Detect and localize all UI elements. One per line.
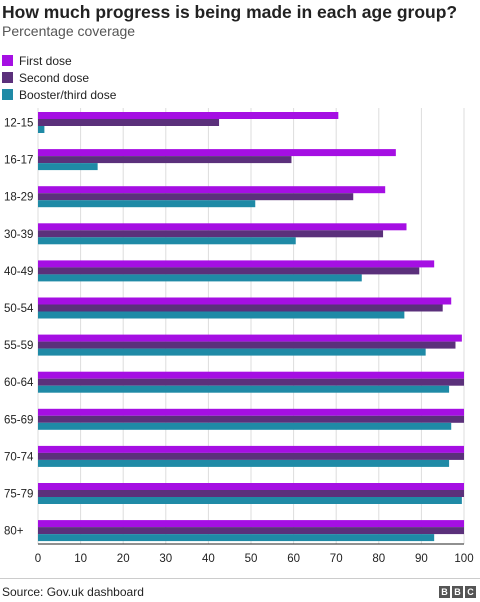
y-category-label-30-39: 30-39 bbox=[4, 229, 33, 241]
legend-swatch-second-dose bbox=[2, 72, 13, 83]
bar-80+-booster-third-dose bbox=[38, 534, 435, 542]
chart-subtitle: Percentage coverage bbox=[2, 23, 136, 39]
bar-16-17-first-dose bbox=[38, 149, 396, 157]
bar-30-39-first-dose bbox=[38, 223, 407, 231]
bar-18-29-second-dose bbox=[38, 193, 354, 201]
x-tick-label-50: 50 bbox=[245, 553, 258, 565]
x-tick-label-0: 0 bbox=[35, 553, 41, 565]
bar-60-64-booster-third-dose bbox=[38, 385, 450, 393]
bar-60-64-second-dose bbox=[38, 378, 464, 386]
bar-50-54-second-dose bbox=[38, 304, 443, 312]
x-tick-label-40: 40 bbox=[202, 553, 215, 565]
y-category-label-40-49: 40-49 bbox=[4, 266, 33, 278]
x-tick-label-10: 10 bbox=[74, 553, 87, 565]
bar-55-59-booster-third-dose bbox=[38, 348, 426, 356]
y-category-label-55-59: 55-59 bbox=[4, 340, 33, 352]
legend-item-first-dose: First dose bbox=[2, 52, 116, 69]
bar-18-29-first-dose bbox=[38, 186, 386, 194]
bar-18-29-booster-third-dose bbox=[38, 200, 256, 208]
bar-65-69-booster-third-dose bbox=[38, 422, 452, 430]
bar-65-69-first-dose bbox=[38, 408, 464, 416]
bar-70-74-booster-third-dose bbox=[38, 459, 450, 467]
bar-40-49-booster-third-dose bbox=[38, 274, 362, 282]
y-category-label-18-29: 18-29 bbox=[4, 192, 33, 204]
y-category-label-12-15: 12-15 bbox=[4, 118, 33, 130]
bar-70-74-second-dose bbox=[38, 452, 464, 460]
bar-55-59-second-dose bbox=[38, 341, 456, 349]
chart-legend: First dose Second dose Booster/third dos… bbox=[2, 52, 116, 103]
bar-70-74-first-dose bbox=[38, 445, 464, 453]
x-tick-label-90: 90 bbox=[415, 553, 428, 565]
legend-item-second-dose: Second dose bbox=[2, 69, 116, 86]
bar-12-15-second-dose bbox=[38, 119, 220, 126]
bar-60-64-first-dose bbox=[38, 371, 464, 379]
bar-30-39-second-dose bbox=[38, 230, 384, 238]
bbc-logo: B B C bbox=[439, 586, 476, 598]
bar-75-79-booster-third-dose bbox=[38, 497, 462, 504]
legend-label-booster-dose: Booster/third dose bbox=[19, 87, 117, 102]
y-category-label-75-79: 75-79 bbox=[4, 489, 33, 501]
legend-swatch-booster-dose bbox=[2, 89, 13, 100]
bar-12-15-booster-third-dose bbox=[38, 126, 45, 133]
y-category-label-70-74: 70-74 bbox=[4, 451, 34, 463]
bar-55-59-first-dose bbox=[38, 334, 462, 342]
bar-12-15-first-dose bbox=[38, 112, 339, 119]
y-category-label-65-69: 65-69 bbox=[4, 414, 33, 426]
x-tick-label-30: 30 bbox=[159, 553, 172, 565]
bar-65-69-second-dose bbox=[38, 415, 464, 423]
y-category-label-60-64: 60-64 bbox=[4, 377, 34, 389]
bar-16-17-booster-third-dose bbox=[38, 163, 98, 171]
bar-50-54-first-dose bbox=[38, 297, 452, 305]
source-note: Source: Gov.uk dashboard bbox=[2, 585, 144, 599]
y-category-label-16-17: 16-17 bbox=[4, 155, 33, 167]
chart-title: How much progress is being made in each … bbox=[2, 2, 458, 22]
bar-80+-second-dose bbox=[38, 527, 464, 535]
bar-75-79-first-dose bbox=[38, 483, 464, 490]
x-tick-label-70: 70 bbox=[330, 553, 343, 565]
bar-40-49-second-dose bbox=[38, 267, 420, 275]
x-tick-label-60: 60 bbox=[287, 553, 300, 565]
x-tick-label-20: 20 bbox=[117, 553, 130, 565]
legend-item-booster-dose: Booster/third dose bbox=[2, 86, 116, 103]
bar-75-79-second-dose bbox=[38, 490, 464, 497]
x-tick-label-100: 100 bbox=[454, 553, 473, 565]
x-tick-label-80: 80 bbox=[372, 553, 385, 565]
y-category-label-50-54: 50-54 bbox=[4, 303, 34, 315]
bar-16-17-second-dose bbox=[38, 156, 292, 164]
legend-label-second-dose: Second dose bbox=[19, 70, 90, 85]
bar-50-54-booster-third-dose bbox=[38, 311, 405, 319]
bar-30-39-booster-third-dose bbox=[38, 237, 296, 245]
footer-divider bbox=[0, 578, 480, 579]
bar-40-49-first-dose bbox=[38, 260, 435, 268]
y-category-label-80+: 80+ bbox=[4, 526, 24, 538]
legend-label-first-dose: First dose bbox=[19, 53, 72, 68]
bar-80+-first-dose bbox=[38, 520, 464, 528]
legend-swatch-first-dose bbox=[2, 55, 13, 66]
